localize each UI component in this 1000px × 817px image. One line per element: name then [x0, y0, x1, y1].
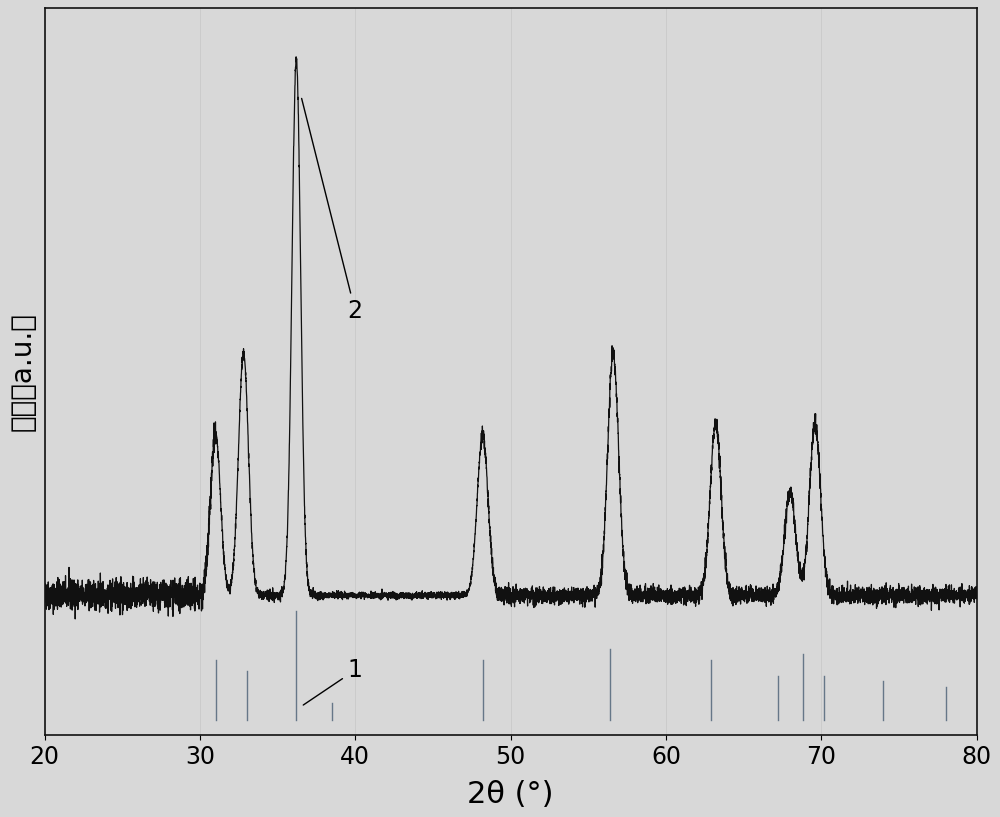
Text: 1: 1 — [303, 659, 362, 705]
X-axis label: 2θ (°): 2θ (°) — [467, 779, 554, 809]
Y-axis label: 强度（a.u.）: 强度（a.u.） — [8, 312, 36, 431]
Text: 2: 2 — [302, 98, 363, 323]
